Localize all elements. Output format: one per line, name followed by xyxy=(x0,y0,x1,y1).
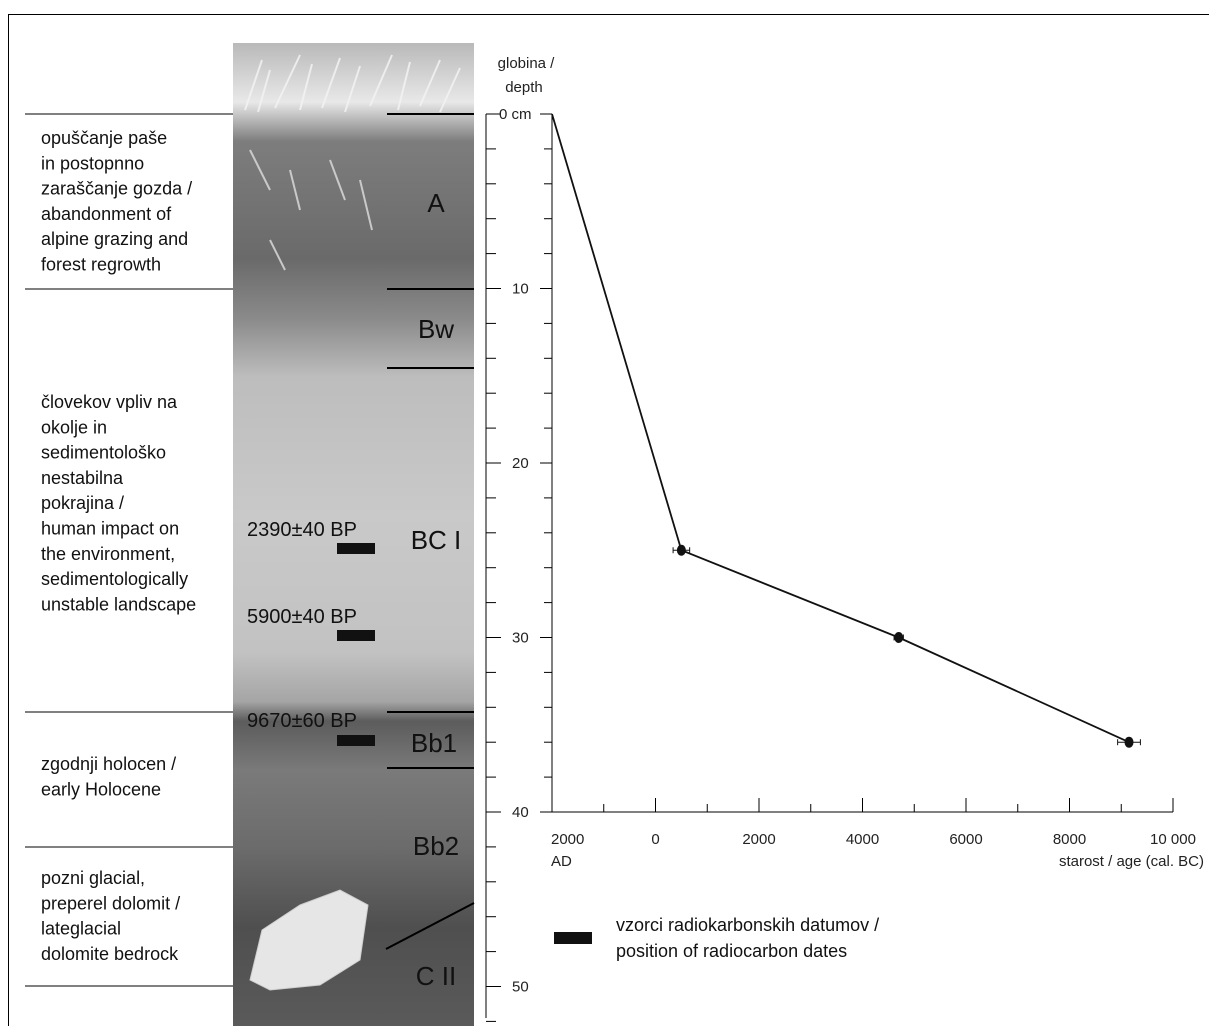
y-tick-label: 50 xyxy=(512,979,529,996)
x-tick-label: 10 000 xyxy=(1150,831,1196,848)
period-text-line: nestabilna xyxy=(41,468,124,488)
horizon-label: C II xyxy=(416,961,456,991)
radiocarbon-date-label: 9670±60 BP xyxy=(247,710,357,732)
y-axis-label-line1: globina / xyxy=(498,55,556,72)
horizon-label: Bw xyxy=(418,314,454,344)
period-text-line: sedimentologically xyxy=(41,569,188,589)
y-tick-label: 30 xyxy=(512,630,529,647)
y-tick-label: 20 xyxy=(512,455,529,472)
data-point xyxy=(1124,736,1134,748)
period-text-line: zgodnji holocen / xyxy=(41,754,176,774)
horizon-labels: A Bw BC I Bb1 Bb2 C II xyxy=(411,188,462,991)
period-text-line: sedimentološko xyxy=(41,443,166,463)
y-tick-label: 0 cm xyxy=(499,106,532,123)
radiocarbon-date-label: 2390±40 BP xyxy=(247,519,357,541)
x-tick-sublabel: AD xyxy=(551,853,572,870)
period-text-line: opuščanje paše xyxy=(41,128,167,148)
period-text-line: okolje in xyxy=(41,417,107,437)
x-tick-label: 0 xyxy=(651,831,659,848)
figure-frame xyxy=(8,14,1209,1026)
radiocarbon-dates: 2390±40 BP 5900±40 BP 9670±60 BP xyxy=(247,519,375,746)
chart-axes: 0 cm 10 20 30 40 50 2000 AD 0 2000 4000 6000 8000 10 … xyxy=(485,106,1196,1022)
legend-text-line2: position of radiocarbon dates xyxy=(616,941,847,961)
horizon-label: BC I xyxy=(411,525,462,555)
x-tick-label: 2000 xyxy=(742,831,775,848)
x-tick-label: 2000 xyxy=(551,831,584,848)
legend: vzorci radiokarbonskih datumov / positio… xyxy=(554,915,879,961)
period-text-line: alpine grazing and xyxy=(41,229,188,249)
period-text-line: abandonment of xyxy=(41,204,172,224)
period-text-line: unstable landscape xyxy=(41,594,196,614)
radiocarbon-sample-marker xyxy=(337,735,375,746)
horizon-boundary xyxy=(385,902,475,950)
data-point xyxy=(676,544,686,556)
x-tick-label: 8000 xyxy=(1053,831,1086,848)
data-point xyxy=(894,632,904,643)
period-text-line: early Holocene xyxy=(41,779,161,799)
horizon-label: Bb1 xyxy=(411,728,457,758)
period-text-line: pokrajina / xyxy=(41,493,124,513)
period-text-line: human impact on xyxy=(41,519,179,539)
dolomite-rock xyxy=(249,889,369,991)
y-tick-label: 40 xyxy=(512,804,529,821)
radiocarbon-sample-marker xyxy=(337,543,375,554)
horizon-label: A xyxy=(427,188,445,218)
period-text-line: zaraščanje gozda / xyxy=(41,179,192,199)
x-axis-label: starost / age (cal. BC) xyxy=(1059,853,1204,870)
period-text-line: in postopnno xyxy=(41,153,144,173)
grass-texture xyxy=(244,54,461,271)
horizon-boundaries xyxy=(385,113,475,950)
x-tick-label: 6000 xyxy=(949,831,982,848)
radiocarbon-date-label: 5900±40 BP xyxy=(247,606,357,628)
period-text-line: dolomite bedrock xyxy=(41,944,179,964)
horizon-label: Bb2 xyxy=(413,831,459,861)
chart-plot xyxy=(551,113,1141,748)
radiocarbon-sample-marker xyxy=(337,630,375,641)
period-descriptions: opuščanje paše in postopnno zaraščanje goz… xyxy=(41,128,196,964)
period-text-line: človekov vpliv na xyxy=(41,392,178,412)
period-text-line: lateglacial xyxy=(41,919,121,939)
period-text-line: forest regrowth xyxy=(41,255,161,275)
x-tick-label: 4000 xyxy=(846,831,879,848)
age-depth-line xyxy=(551,113,1130,744)
period-text-line: preperel dolomit / xyxy=(41,893,180,913)
soil-profile-image xyxy=(233,43,474,1026)
y-tick-label: 10 xyxy=(512,281,529,298)
soil-profile-photo xyxy=(233,43,474,1026)
period-boundaries xyxy=(25,113,233,987)
period-text-line: the environment, xyxy=(41,544,175,564)
period-text-line: pozni glacial, xyxy=(41,868,145,888)
y-axis-label-line2: depth xyxy=(505,79,543,96)
legend-text-line1: vzorci radiokarbonskih datumov / xyxy=(616,915,879,935)
legend-swatch xyxy=(554,932,592,944)
